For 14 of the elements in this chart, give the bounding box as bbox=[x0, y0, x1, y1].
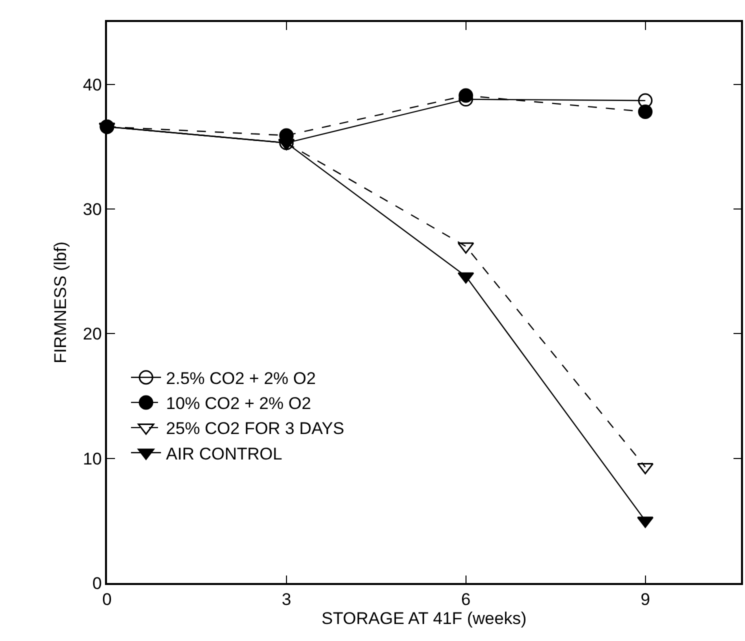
x-tick-label: 9 bbox=[640, 590, 650, 610]
y-axis-title: FIRMNESS (lbf) bbox=[50, 242, 70, 364]
y-tick-label: 20 bbox=[82, 324, 102, 344]
y-tick-label: 10 bbox=[82, 449, 102, 468]
x-tick-label: 6 bbox=[461, 590, 471, 610]
y-tick-label: 40 bbox=[82, 75, 102, 94]
y-tick-label: 0 bbox=[92, 574, 102, 593]
legend-label: AIR CONTROL bbox=[166, 444, 282, 464]
x-axis-title: STORAGE AT 41F (weeks) bbox=[321, 609, 527, 628]
x-tick-label: 3 bbox=[282, 590, 292, 610]
legend-label: 2.5% CO2 + 2% O2 bbox=[166, 368, 316, 388]
legend-label: 25% CO2 FOR 3 DAYS bbox=[166, 419, 344, 438]
legend-label: 10% CO2 + 2% O2 bbox=[166, 394, 312, 414]
y-tick-label: 30 bbox=[82, 200, 102, 219]
